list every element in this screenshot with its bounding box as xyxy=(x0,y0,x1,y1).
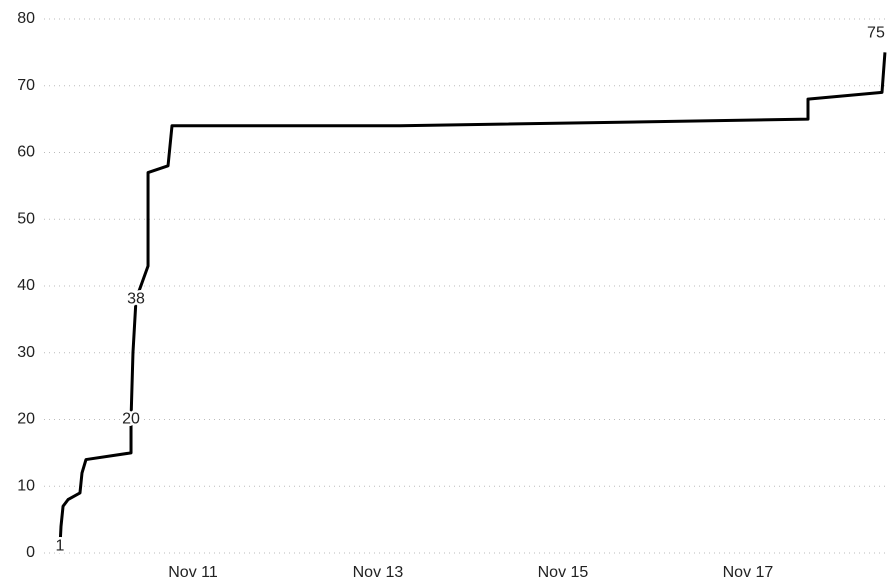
y-tick-label: 30 xyxy=(17,344,35,361)
data-label: 38 xyxy=(127,291,145,308)
y-tick-label: 80 xyxy=(17,10,35,27)
data-label: 20 xyxy=(122,411,140,428)
y-tick-label: 0 xyxy=(26,544,35,561)
x-tick-label: Nov 11 xyxy=(168,564,218,581)
y-tick-label: 50 xyxy=(17,210,35,227)
data-label: 75 xyxy=(867,25,885,42)
y-tick-label: 70 xyxy=(17,77,35,94)
x-tick-label: Nov 13 xyxy=(353,564,404,581)
y-tick-label: 20 xyxy=(17,411,35,428)
line xyxy=(58,52,887,547)
y-tick-label: 60 xyxy=(17,144,35,161)
y-tick-label: 10 xyxy=(17,477,35,494)
data-label: 1 xyxy=(56,538,65,555)
y-tick-label: 40 xyxy=(17,277,35,294)
x-tick-label: Nov 15 xyxy=(538,564,589,581)
x-tick-label: Nov 17 xyxy=(723,564,774,581)
